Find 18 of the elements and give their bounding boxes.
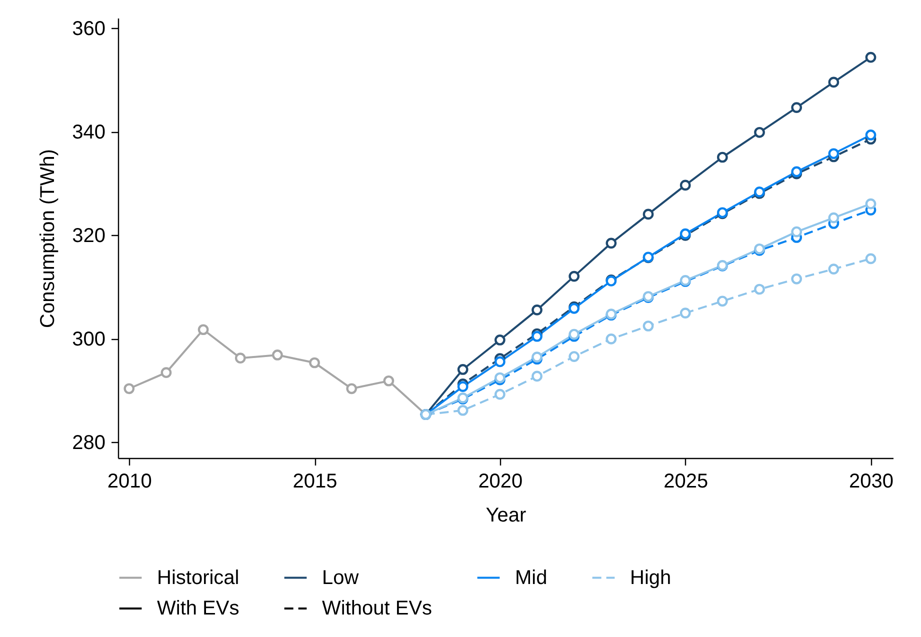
x-tick-label: 2025 xyxy=(664,470,708,492)
y-tick-label: 360 xyxy=(72,18,106,40)
x-axis-title: Year xyxy=(486,504,527,526)
y-tick-label: 320 xyxy=(72,224,106,247)
x-tick-label: 2015 xyxy=(292,470,338,492)
legend-label: Mid xyxy=(515,566,548,589)
x-tick-label: 2010 xyxy=(107,470,152,492)
y-axis-title: Consumption (TWh) xyxy=(37,149,60,328)
y-tick-label: 340 xyxy=(72,121,106,144)
legend-label: Without EVs xyxy=(322,598,432,620)
x-tick-label: 2030 xyxy=(849,470,894,492)
legend-label: High xyxy=(630,566,672,589)
y-tick-label: 280 xyxy=(72,432,106,454)
y-tick-label: 300 xyxy=(72,328,106,350)
legend-label: With EVs xyxy=(157,598,240,620)
legend-label: Historical xyxy=(157,566,240,589)
legend-label: Low xyxy=(322,566,360,589)
x-tick-label: 2020 xyxy=(478,470,523,492)
